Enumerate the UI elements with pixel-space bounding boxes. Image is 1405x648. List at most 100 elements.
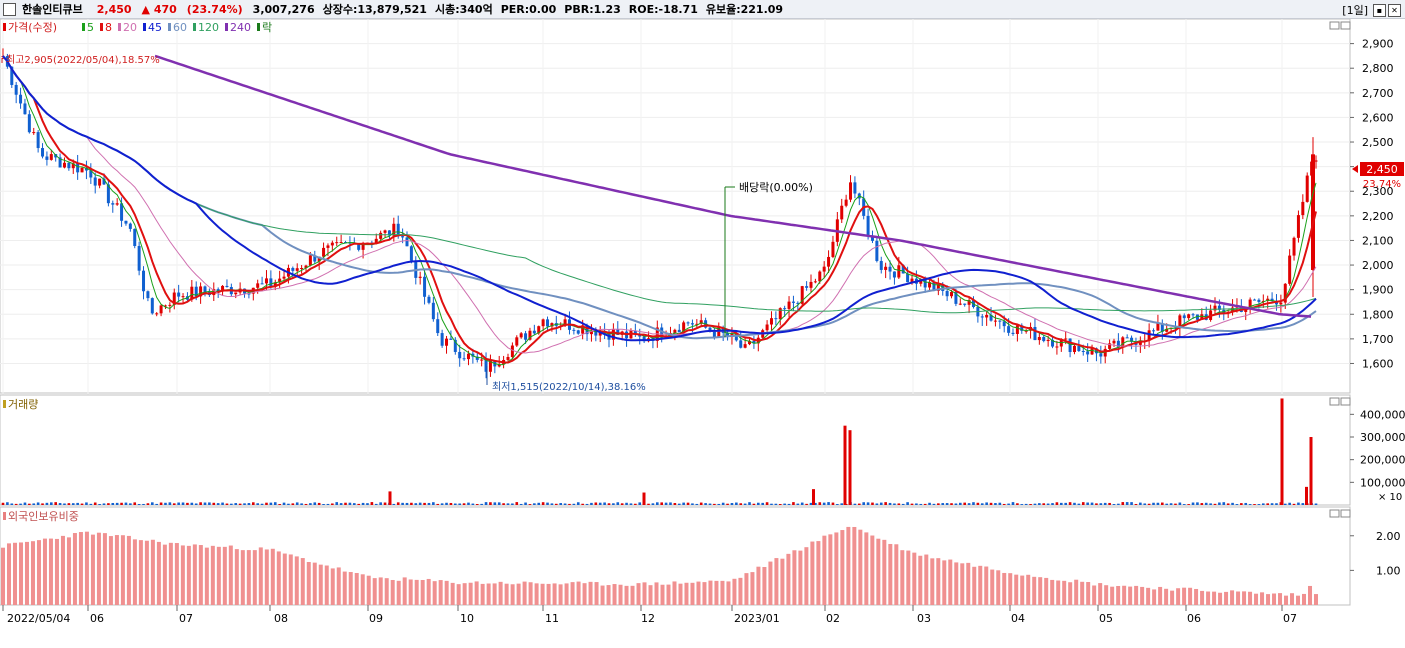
stock-name[interactable]: 한솔인티큐브: [22, 3, 83, 16]
price-panel-minimize-icon[interactable]: [1329, 21, 1340, 30]
candle-body: [427, 296, 431, 303]
candle-body: [906, 273, 910, 283]
candle-body: [1081, 351, 1085, 353]
volume-bar: [203, 502, 207, 505]
volume-bar: [172, 503, 176, 505]
foreign-bar: [1086, 582, 1091, 605]
volume-bar: [581, 503, 584, 505]
candle-body: [124, 220, 128, 224]
foreign-bar: [204, 547, 209, 605]
candle-body: [594, 330, 598, 336]
candle-body: [1033, 326, 1037, 341]
volume-bar: [893, 503, 896, 505]
volume-bar: [537, 502, 541, 505]
foreign-bar: [858, 529, 863, 605]
candle-body: [787, 301, 791, 309]
candle-body: [1279, 302, 1283, 305]
volume-bar: [695, 503, 699, 505]
foreign-bar: [318, 564, 323, 605]
minimize-icon[interactable]: ▪: [1373, 3, 1386, 17]
candle-body: [528, 330, 532, 340]
volume-bar: [493, 502, 497, 505]
candle-body: [690, 323, 694, 325]
volume-bar: [1226, 503, 1230, 505]
volume-panel-maximize-icon[interactable]: [1340, 397, 1351, 406]
candle-body: [1020, 325, 1024, 331]
volume-bar: [164, 502, 167, 505]
candle-body: [1305, 175, 1309, 202]
volume-bar: [339, 503, 343, 505]
candle-body: [783, 308, 787, 310]
foreign-legend-swatch: [3, 512, 6, 520]
price-y-axis: 1,600 1,700 1,800 1,900 2,000 2,100 2,200 2,300…: [1350, 38, 1394, 370]
volume-bar: [853, 503, 857, 505]
foreign-bar: [54, 538, 59, 605]
candle-body: [1042, 336, 1046, 342]
high-annotation: 최고2,905(2022/05/04),18.57%: [1, 54, 160, 66]
volume-bar: [432, 502, 435, 505]
volume-bar: [1064, 502, 1067, 505]
price-tick-label: 2,600: [1362, 111, 1394, 124]
candle-body: [1292, 237, 1296, 256]
close-icon[interactable]: ✕: [1388, 3, 1401, 17]
volume-bar: [418, 502, 422, 505]
volume-bar: [146, 503, 150, 505]
ma-legend-swatch: [225, 23, 228, 31]
candle-body: [159, 305, 163, 314]
price-panel-maximize-icon[interactable]: [1340, 21, 1351, 30]
volume-bar: [923, 503, 927, 505]
volume-bar: [1117, 503, 1120, 505]
price-change-pct: (23.74%): [186, 2, 243, 16]
foreign-bar: [270, 548, 275, 605]
foreign-panel-minimize-icon[interactable]: [1329, 509, 1340, 518]
volume-bar: [115, 502, 119, 505]
foreign-bar: [402, 577, 407, 605]
volume-bar: [489, 502, 492, 505]
volume-bar: [919, 503, 923, 505]
volume-bar: [879, 502, 883, 505]
volume-bar: [739, 503, 743, 505]
foreign-bar: [462, 583, 467, 605]
volume-bar: [748, 502, 751, 505]
candle-body: [989, 314, 993, 321]
foreign-bar: [954, 562, 959, 605]
foreign-bar: [654, 582, 659, 605]
volume-bar: [208, 502, 211, 505]
date-tick-label: 07: [1283, 612, 1297, 625]
foreign-bar: [744, 573, 749, 605]
volume-bar: [1204, 502, 1208, 505]
chart-canvas[interactable]: 1,600 1,700 1,800 1,900 2,000 2,100 2,200 2,300…: [0, 19, 1405, 648]
volume-bar: [765, 502, 769, 505]
volume-bar: [787, 503, 791, 505]
foreign-bar: [714, 580, 719, 605]
volume-bar: [230, 503, 233, 505]
volume-bar: [1086, 502, 1089, 505]
candle-body: [844, 199, 848, 206]
foreign-bars: [1, 526, 1318, 605]
volume-bar: [546, 502, 549, 505]
ex-legend-swatch: [257, 23, 260, 31]
price-tick-label: 2,500: [1362, 136, 1394, 149]
select-checkbox[interactable]: [3, 2, 16, 16]
volume-peak-bar: [843, 425, 847, 505]
candle-body: [945, 290, 949, 297]
volume-bar: [1218, 502, 1221, 505]
candle-body: [45, 156, 49, 160]
period-selector[interactable]: [1일]: [1342, 4, 1368, 17]
foreign-bar: [828, 534, 833, 605]
candle-body: [950, 292, 954, 297]
foreign-bar: [120, 535, 125, 605]
foreign-bar: [474, 581, 479, 605]
volume-bar: [10, 503, 14, 505]
volume-bar: [1156, 502, 1160, 505]
foreign-bar: [1152, 589, 1157, 605]
candle-body: [813, 281, 817, 283]
volume-panel[interactable]: [0, 394, 1351, 506]
volume-bar: [1257, 504, 1261, 505]
candle-body: [10, 66, 14, 85]
volume-bar: [598, 502, 602, 505]
foreign-bar: [246, 550, 251, 605]
volume-bar: [247, 503, 251, 505]
foreign-panel-maximize-icon[interactable]: [1340, 509, 1351, 518]
volume-panel-minimize-icon[interactable]: [1329, 397, 1340, 406]
